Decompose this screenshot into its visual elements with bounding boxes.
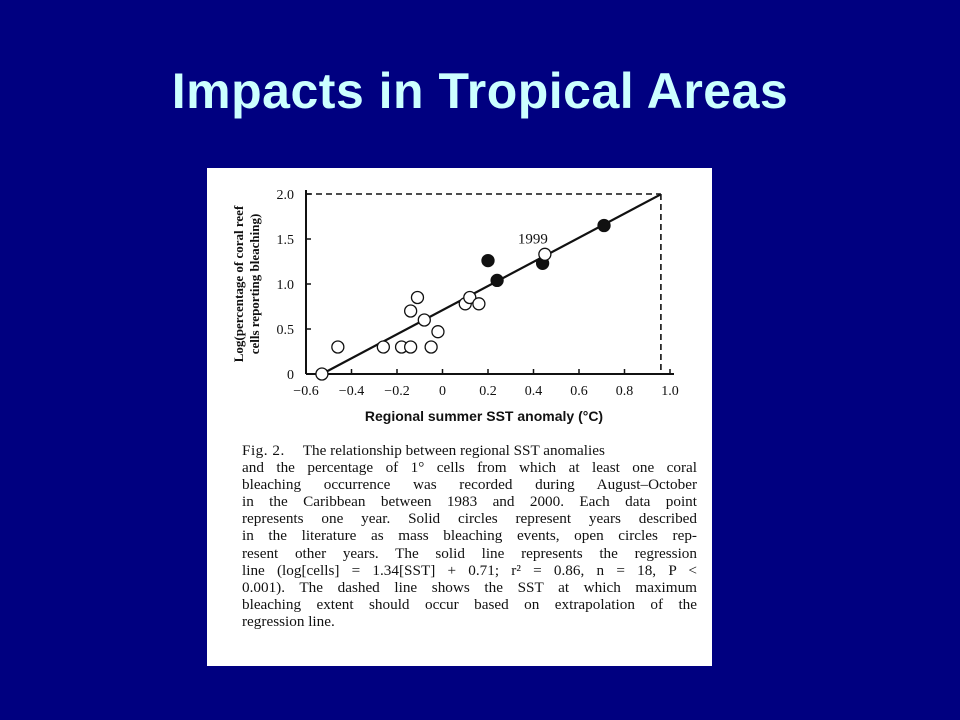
x-axis-label: Regional summer SST anomaly (°C) bbox=[365, 408, 603, 424]
y-tick-label: 2.0 bbox=[277, 188, 295, 203]
regression-line bbox=[321, 193, 662, 375]
open-point bbox=[463, 290, 477, 305]
caption-line: Fig. 2. The relationship between regional… bbox=[242, 442, 605, 459]
open-point bbox=[424, 340, 438, 354]
caption-line: represents one year. Solid circles repre… bbox=[242, 510, 697, 528]
caption-line: regression line. bbox=[242, 612, 335, 630]
caption-line: in the Caribbean between 1983 and 2000. … bbox=[242, 493, 697, 511]
y-tick-label: 1.0 bbox=[277, 278, 295, 293]
open-point bbox=[431, 325, 445, 339]
y-tick-label: 0.5 bbox=[277, 323, 295, 338]
caption-line: bleaching extent should occur based on e… bbox=[242, 595, 697, 613]
scatter-chart: −0.6 −0.4 −0.2 0 0.2 0.4 0.6 0.8 1.0 0 0.5 1.0 1.5 2.… bbox=[231, 188, 679, 424]
axes bbox=[305, 190, 674, 375]
figure-label: Fig. 2. bbox=[242, 442, 285, 459]
solid-point bbox=[490, 273, 504, 288]
points bbox=[315, 218, 611, 381]
x-tick-label: −0.4 bbox=[339, 384, 364, 399]
y-axis-label-line1: Log(percentage of coral reef bbox=[231, 205, 246, 362]
open-point bbox=[472, 297, 486, 311]
y-tick-label: 1.5 bbox=[277, 233, 295, 248]
caption-line: bleaching occurrence was recorded during… bbox=[242, 476, 697, 494]
figure-caption: Fig. 2. The relationship between regional… bbox=[242, 442, 697, 630]
open-point bbox=[538, 247, 552, 261]
open-point bbox=[417, 313, 431, 327]
open-point bbox=[403, 340, 418, 354]
annotation-1999: 1999 bbox=[518, 231, 548, 247]
open-point bbox=[315, 367, 329, 381]
figure-panel: −0.6 −0.4 −0.2 0 0.2 0.4 0.6 0.8 1.0 0 0.5 1.0 1.5 2.… bbox=[207, 168, 712, 666]
y-axis-label-line2: cells reporting bleaching) bbox=[247, 214, 262, 355]
x-tick-label: 0.8 bbox=[616, 384, 634, 399]
y-tick-label: 0 bbox=[287, 368, 294, 383]
slide-title: Impacts in Tropical Areas bbox=[171, 63, 789, 119]
open-point bbox=[376, 340, 391, 354]
open-point bbox=[403, 304, 418, 318]
solid-point bbox=[481, 253, 495, 268]
x-tick-label: 1.0 bbox=[661, 384, 679, 399]
caption-line: 0.001). The dashed line shows the SST at… bbox=[242, 578, 697, 596]
x-tick-label: 0.4 bbox=[525, 384, 543, 399]
solid-point bbox=[597, 218, 611, 233]
caption-line: line (log[cells] = 1.34[SST] + 0.71; r² … bbox=[242, 561, 697, 579]
x-tick-label: 0.2 bbox=[479, 384, 497, 399]
x-tick-label: −0.2 bbox=[384, 384, 409, 399]
x-tick-label: −0.6 bbox=[293, 384, 318, 399]
open-point bbox=[410, 290, 425, 305]
caption-line: resent other years. The solid line repre… bbox=[242, 544, 697, 562]
x-tick-label: 0 bbox=[439, 384, 446, 399]
caption-line: in the literature as mass bleaching even… bbox=[242, 527, 697, 545]
caption-line: and the percentage of 1° cells from whic… bbox=[242, 459, 697, 477]
ticks: −0.6 −0.4 −0.2 0 0.2 0.4 0.6 0.8 1.0 0 0.5 1.0 1.5 2.… bbox=[277, 188, 679, 399]
open-point bbox=[331, 340, 345, 354]
x-tick-label: 0.6 bbox=[570, 384, 588, 399]
